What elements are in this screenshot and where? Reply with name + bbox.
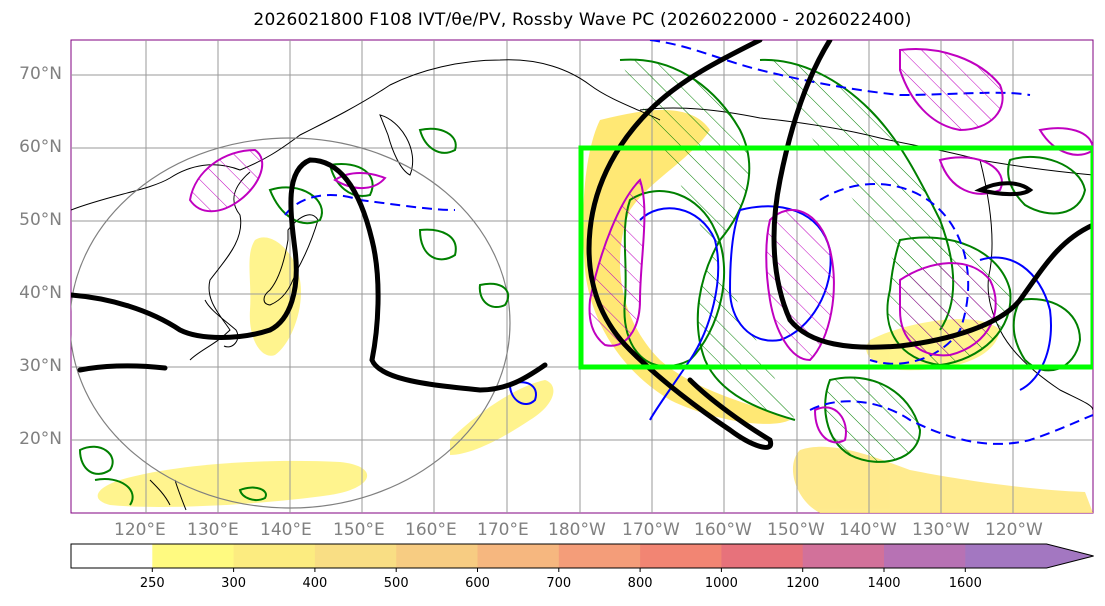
colorbar-tick-labels: 250 300 400 500 600 700 800 1000 1200 1400 1600 — [0, 576, 1105, 596]
coastline-japan — [263, 214, 319, 306]
colorbar-outline — [70, 543, 1094, 569]
lon-label-130e: 130°E — [187, 520, 239, 540]
colorbar-tick-label: 500 — [383, 576, 409, 591]
colorbar-segment — [640, 544, 722, 568]
colorbar-tick-label: 1000 — [704, 576, 738, 591]
theta-e-contour-dashed-center — [819, 183, 970, 365]
lat-label-20n: 20°N — [19, 429, 62, 449]
theta-e-contour-small — [508, 381, 537, 405]
rossby-contour-center — [765, 209, 835, 362]
geopotential-contour-closed-low — [771, 40, 1093, 350]
projection-circle — [71, 137, 511, 509]
lat-label-60n: 60°N — [19, 137, 62, 157]
rossby-contour-northeast-2 — [938, 156, 1003, 195]
lon-label-130w: 130°W — [912, 520, 970, 540]
ivt-band-subtropical — [97, 460, 368, 507]
geopotential-contour-sw — [77, 363, 168, 373]
lon-label-120w: 120°W — [985, 520, 1043, 540]
lon-label-170w: 170°W — [622, 520, 680, 540]
lat-label-40n: 40°N — [19, 283, 62, 303]
ivt-band-northeast-pacific — [792, 446, 1093, 513]
lon-label-150w: 150°W — [767, 520, 825, 540]
rossby-contour-south — [813, 406, 847, 444]
theta-e-contour-southeast-dashed — [809, 400, 1093, 445]
lon-label-160w: 160°W — [694, 520, 752, 540]
lon-label-140w: 140°W — [839, 520, 897, 540]
colorbar — [70, 543, 1094, 572]
colorbar-tick-label: 1200 — [786, 576, 820, 591]
lon-label-180w: 180°W — [548, 520, 606, 540]
pv-contour-seattle-region — [418, 228, 457, 261]
colorbar-segment — [477, 544, 560, 568]
colorbar-tick-label: 800 — [627, 576, 653, 591]
colorbar-tick-label: 300 — [221, 576, 247, 591]
ivt-band-central-pacific — [450, 380, 554, 455]
colorbar-segment — [233, 544, 316, 568]
lat-label-70n: 70°N — [19, 64, 62, 84]
pv-contour-southeast — [824, 376, 922, 463]
coastline-korea — [204, 299, 239, 348]
colorbar-segment — [558, 544, 641, 568]
geopotential-contour-central — [586, 40, 774, 450]
colorbar-segment — [802, 544, 885, 568]
rossby-contour-northwest — [188, 148, 264, 213]
colorbar-tick-label: 1400 — [867, 576, 901, 591]
theta-e-contour-main — [639, 207, 720, 421]
lon-label-140e: 140°E — [260, 520, 312, 540]
coastline-philippines — [149, 479, 187, 511]
geopotential-contours — [71, 40, 1093, 450]
pv-contour-west — [78, 445, 134, 506]
colorbar-tick-label: 1600 — [948, 576, 982, 591]
lon-label-120e: 120°E — [114, 520, 166, 540]
geopotential-contour-west — [71, 157, 548, 393]
colorbar-segment — [884, 544, 966, 568]
lon-label-150e: 150°E — [333, 520, 385, 540]
lat-label-50n: 50°N — [19, 210, 62, 230]
ivt-band-japan — [249, 237, 301, 356]
colorbar-tick-label: 400 — [302, 576, 328, 591]
colorbar-tick-label: 700 — [546, 576, 572, 591]
colorbar-segment — [314, 544, 397, 568]
colorbar-segment — [721, 544, 804, 568]
colorbar-segment — [965, 544, 1094, 568]
pv-contour-far-east — [1007, 155, 1087, 215]
rossby-contour-west-box — [588, 178, 646, 347]
lat-label-30n: 30°N — [19, 356, 62, 376]
map-title: 2026021800 F108 IVT/θe/PV, Rossby Wave P… — [253, 10, 912, 30]
highlight-box — [578, 145, 1093, 370]
pv-contour-subtropical — [238, 486, 267, 501]
colorbar-tick-label: 250 — [139, 576, 165, 591]
colorbar-tick-label: 600 — [465, 576, 490, 591]
pv-contour-mid — [478, 282, 510, 308]
colorbar-segment-below — [71, 544, 153, 568]
lon-label-160e: 160°E — [405, 520, 457, 540]
colorbar-segment — [152, 544, 235, 568]
pv-contour-hakodate — [418, 127, 457, 154]
geopotential-contour-east-box — [974, 181, 1034, 197]
colorbar-segment — [396, 544, 478, 568]
lon-label-170e: 170°E — [477, 520, 529, 540]
rossby-contour-northeast — [899, 48, 1004, 132]
pv-contour-japan-north — [268, 186, 323, 225]
coastline-kamchatka — [379, 114, 414, 176]
theta-e-contour-east — [979, 256, 1052, 391]
